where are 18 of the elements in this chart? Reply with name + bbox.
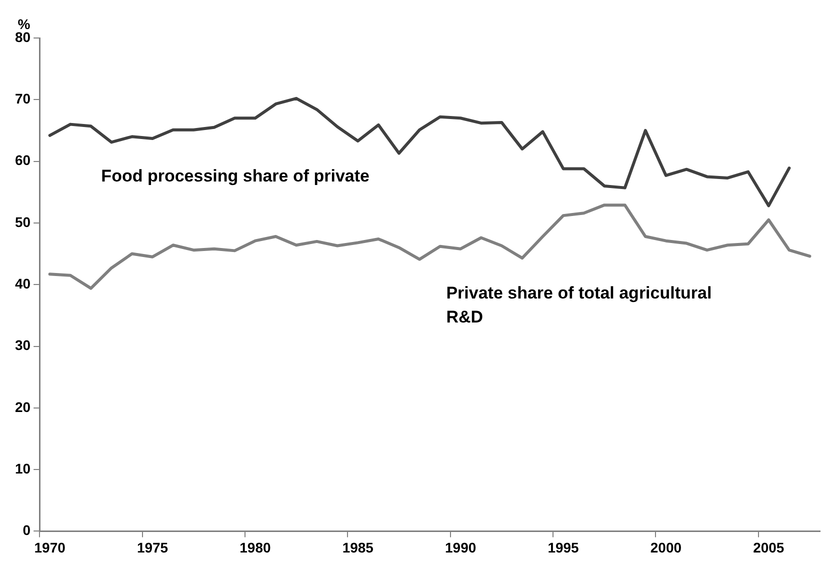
- x-tick-label: 1980: [240, 539, 271, 556]
- x-tick-label: 1990: [445, 539, 476, 556]
- x-tick-label: 1995: [548, 539, 580, 556]
- y-tick-label: 70: [14, 90, 31, 107]
- x-tick-label: 1975: [136, 539, 168, 556]
- y-tick-label: 40: [14, 275, 31, 292]
- x-tick-label: 2005: [753, 539, 784, 556]
- y-tick-label: 60: [14, 152, 31, 168]
- y-tick-label: 30: [14, 337, 31, 354]
- series-label: Private share of total agricultural R&D: [446, 284, 712, 327]
- series-label: Food processing share of private: [101, 166, 370, 186]
- y-tick-label: 50: [14, 214, 31, 230]
- y-tick-label: 10: [14, 460, 31, 476]
- y-tick-label: 20: [14, 398, 31, 415]
- x-tick-label: 1985: [342, 539, 374, 556]
- x-tick-label: 1970: [34, 539, 66, 556]
- x-tick-label: 2000: [650, 539, 682, 556]
- y-tick-label: 0: [22, 522, 31, 538]
